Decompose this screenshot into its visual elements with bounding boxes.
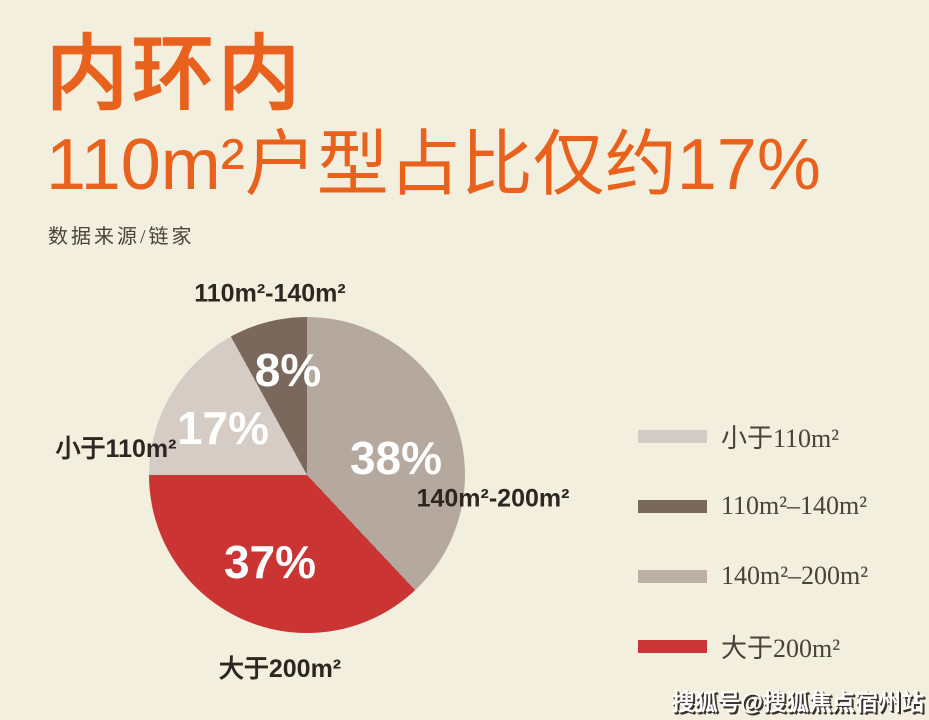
legend-swatch-gt200 (638, 639, 707, 653)
pie-slice-value-140-200: 38% (349, 432, 443, 484)
legend-row-110-140: 110m²–140m² (638, 491, 868, 520)
watermark: 搜狐号@搜狐焦点宿州站 (671, 689, 924, 715)
page-subtitle: 110m²户型占比仅约17% (46, 125, 821, 205)
legend-label-140-200: 140m²–200m² (721, 561, 869, 590)
pie-category-label-140-200: 140m²-200m² (416, 484, 570, 513)
legend-swatch-lt110 (638, 429, 707, 443)
legend: 小于110m² 110m²–140m² 140m²–200m² 大于200m² (638, 422, 869, 663)
legend-label-110-140: 110m²–140m² (721, 491, 868, 520)
data-source-note: 数据来源/链家 (48, 226, 195, 248)
legend-label-gt200: 大于200m² (721, 633, 841, 663)
page-title: 内环内 (46, 29, 305, 120)
legend-swatch-140-200 (638, 569, 707, 583)
pie-chart (149, 317, 465, 633)
legend-label-lt110: 小于110m² (721, 423, 840, 453)
pie-slice-value-110-140: 8% (254, 344, 322, 396)
pie-slice-value-lt110: 17% (176, 402, 270, 454)
pie-category-label-lt110: 小于110m² (55, 435, 177, 463)
pie-category-label-110-140: 110m²-140m² (194, 279, 346, 308)
pie-slice-value-gt200: 37% (223, 536, 317, 588)
legend-row-140-200: 140m²–200m² (638, 561, 869, 590)
legend-row-gt200: 大于200m² (638, 632, 868, 663)
pie-category-label-gt200: 大于200m² (218, 655, 342, 683)
legend-row-lt110: 小于110m² (638, 422, 868, 453)
legend-swatch-110-140 (638, 499, 707, 513)
